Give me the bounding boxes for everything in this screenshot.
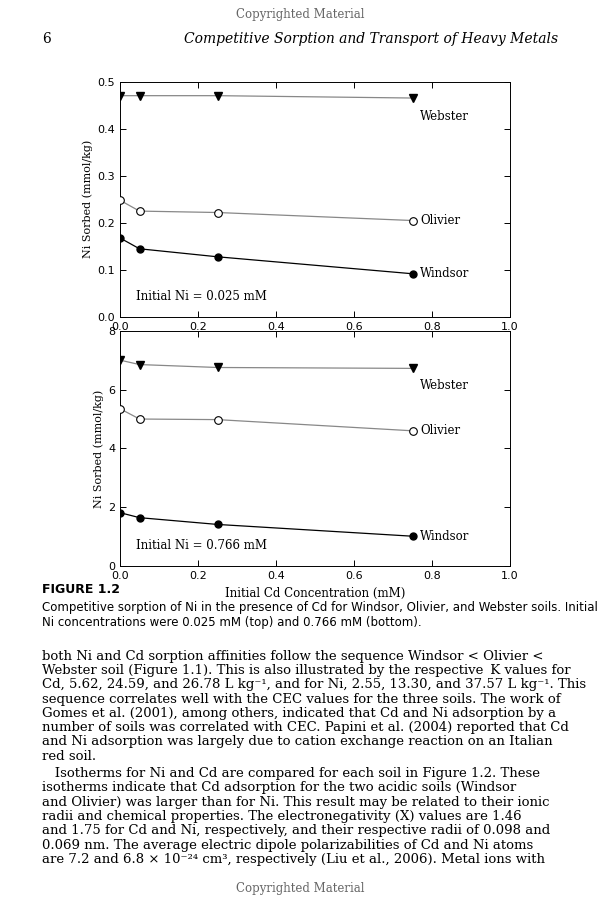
Text: radii and chemical properties. The electronegativity (X) values are 1.46: radii and chemical properties. The elect… bbox=[42, 810, 521, 823]
Text: FIGURE 1.2: FIGURE 1.2 bbox=[42, 583, 120, 595]
Text: Gomes et al. (2001), among others, indicated that Cd and Ni adsorption by a: Gomes et al. (2001), among others, indic… bbox=[42, 707, 556, 720]
Text: Competitive Sorption and Transport of Heavy Metals: Competitive Sorption and Transport of He… bbox=[184, 32, 558, 45]
Y-axis label: Ni Sorbed (mmol/kg): Ni Sorbed (mmol/kg) bbox=[93, 390, 104, 507]
Text: and Ni adsorption was largely due to cation exchange reaction on an Italian: and Ni adsorption was largely due to cat… bbox=[42, 736, 553, 748]
Text: Initial Ni = 0.025 mM: Initial Ni = 0.025 mM bbox=[136, 290, 266, 303]
Text: and Olivier) was larger than for Ni. This result may be related to their ionic: and Olivier) was larger than for Ni. Thi… bbox=[42, 795, 550, 809]
Y-axis label: Ni Sorbed (mmol/kg): Ni Sorbed (mmol/kg) bbox=[83, 140, 93, 258]
Text: Competitive sorption of Ni in the presence of Cd for Windsor, Olivier, and Webst: Competitive sorption of Ni in the presen… bbox=[42, 601, 598, 629]
Text: are 7.2 and 6.8 × 10⁻²⁴ cm³, respectively (Liu et al., 2006). Metal ions with: are 7.2 and 6.8 × 10⁻²⁴ cm³, respectivel… bbox=[42, 853, 545, 866]
Text: Cd, 5.62, 24.59, and 26.78 L kg⁻¹, and for Ni, 2.55, 13.30, and 37.57 L kg⁻¹. Th: Cd, 5.62, 24.59, and 26.78 L kg⁻¹, and f… bbox=[42, 679, 586, 691]
Text: Olivier: Olivier bbox=[421, 214, 460, 227]
Text: both Ni and Cd sorption affinities follow the sequence Windsor < Olivier <: both Ni and Cd sorption affinities follo… bbox=[42, 650, 544, 662]
Text: Copyrighted Material: Copyrighted Material bbox=[236, 882, 364, 895]
Text: Windsor: Windsor bbox=[421, 530, 470, 543]
Text: 0.069 nm. The average electric dipole polarizabilities of Cd and Ni atoms: 0.069 nm. The average electric dipole po… bbox=[42, 839, 533, 852]
Text: Webster: Webster bbox=[421, 110, 469, 123]
Text: sequence correlates well with the CEC values for the three soils. The work of: sequence correlates well with the CEC va… bbox=[42, 692, 560, 706]
Text: Webster soil (Figure 1.1). This is also illustrated by the respective  K values : Webster soil (Figure 1.1). This is also … bbox=[42, 664, 571, 677]
Text: Initial Ni = 0.766 mM: Initial Ni = 0.766 mM bbox=[136, 539, 266, 552]
Text: Windsor: Windsor bbox=[421, 267, 470, 280]
Text: Olivier: Olivier bbox=[421, 424, 460, 438]
Text: Isotherms for Ni and Cd are compared for each soil in Figure 1.2. These: Isotherms for Ni and Cd are compared for… bbox=[42, 767, 540, 780]
Text: and 1.75 for Cd and Ni, respectively, and their respective radii of 0.098 and: and 1.75 for Cd and Ni, respectively, an… bbox=[42, 824, 550, 837]
X-axis label: Initial Cd Concentration (mM): Initial Cd Concentration (mM) bbox=[225, 587, 405, 600]
Text: red soil.: red soil. bbox=[42, 750, 96, 763]
Text: Webster: Webster bbox=[421, 379, 469, 391]
Text: number of soils was correlated with CEC. Papini et al. (2004) reported that Cd: number of soils was correlated with CEC.… bbox=[42, 721, 569, 734]
Text: isotherms indicate that Cd adsorption for the two acidic soils (Windsor: isotherms indicate that Cd adsorption fo… bbox=[42, 781, 516, 795]
Text: 6: 6 bbox=[42, 32, 51, 45]
Text: Copyrighted Material: Copyrighted Material bbox=[236, 7, 364, 21]
